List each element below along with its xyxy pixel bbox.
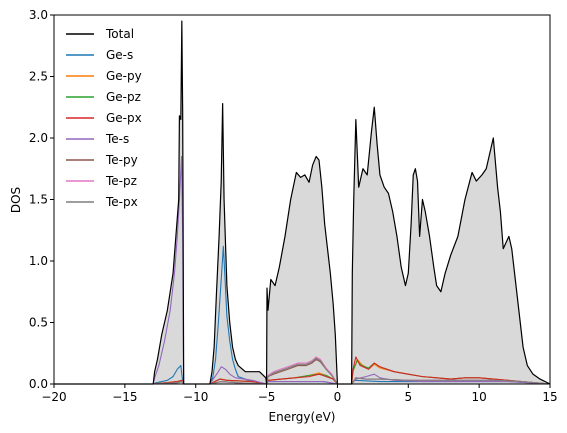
y-tick-label: 1.0 <box>29 254 48 268</box>
x-tick-label: 5 <box>404 390 412 404</box>
y-tick-label: 0.5 <box>29 316 48 330</box>
legend-label-total: Total <box>105 27 134 41</box>
y-tick-label: 3.0 <box>29 8 48 22</box>
legend-label-te-pz: Te-pz <box>105 174 137 188</box>
x-tick-label: −5 <box>258 390 276 404</box>
x-tick-label: −15 <box>112 390 137 404</box>
legend-label-ge-px: Ge-px <box>106 111 142 125</box>
legend-label-ge-py: Ge-py <box>106 69 142 83</box>
legend-label-te-px: Te-px <box>105 195 138 209</box>
x-tick-label: 15 <box>542 390 557 404</box>
total-fill-layer <box>54 21 550 385</box>
legend: Total Ge-s Ge-py Ge-pz Ge-px Te-s Te-py Te-pz Te… <box>66 27 142 209</box>
x-tick-label: −10 <box>183 390 208 404</box>
x-axis-ticks: −20 −15 −10 −5 0 5 10 15 <box>41 384 558 404</box>
y-axis-label: DOS <box>9 187 23 213</box>
x-tick-label: 10 <box>472 390 487 404</box>
y-tick-label: 1.5 <box>29 193 48 207</box>
total-dos-fill <box>54 21 550 385</box>
legend-label-ge-pz: Ge-pz <box>106 90 141 104</box>
y-tick-label: 2.0 <box>29 131 48 145</box>
legend-label-te-py: Te-py <box>105 153 138 167</box>
x-tick-label: 0 <box>334 390 342 404</box>
y-axis-ticks: 0.0 0.5 1.0 1.5 2.0 2.5 3.0 <box>29 8 54 391</box>
x-axis-label: Energy(eV) <box>269 410 336 424</box>
y-tick-label: 0.0 <box>29 377 48 391</box>
y-tick-label: 2.5 <box>29 70 48 84</box>
legend-label-ge-s: Ge-s <box>106 48 133 62</box>
legend-label-te-s: Te-s <box>105 132 129 146</box>
series-line-te-s <box>54 155 551 385</box>
x-tick-label: −20 <box>41 390 66 404</box>
